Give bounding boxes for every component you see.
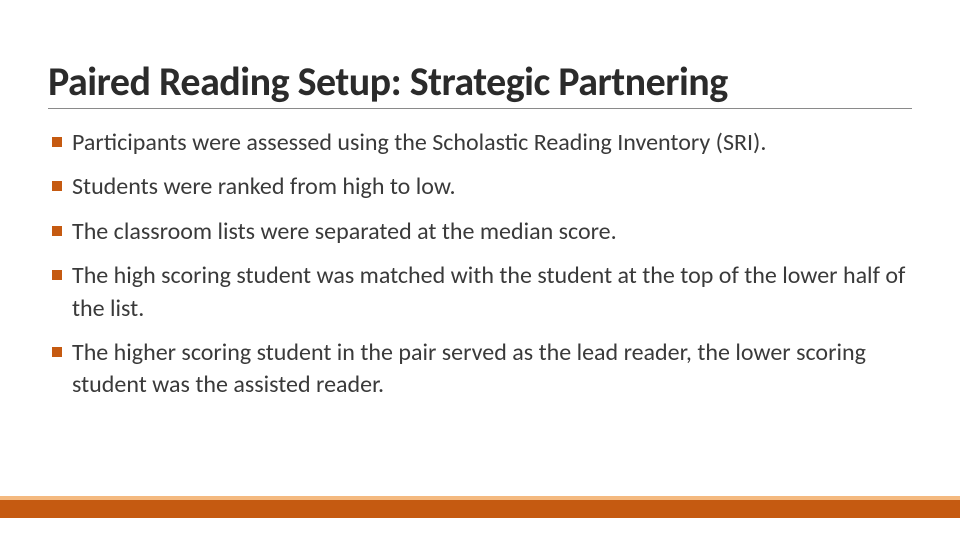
bullet-item: The higher scoring student in the pair s… bbox=[52, 337, 912, 402]
footer-stripe-main bbox=[0, 500, 960, 518]
bullet-item: The high scoring student was matched wit… bbox=[52, 260, 912, 325]
footer-accent-bar bbox=[0, 496, 960, 518]
bullet-item: The classroom lists were separated at th… bbox=[52, 216, 912, 248]
bullet-item: Students were ranked from high to low. bbox=[52, 171, 912, 203]
slide-container: Paired Reading Setup: Strategic Partneri… bbox=[0, 0, 960, 540]
slide-title: Paired Reading Setup: Strategic Partneri… bbox=[48, 60, 912, 109]
bullet-item: Participants were assessed using the Sch… bbox=[52, 127, 912, 159]
bullet-list: Participants were assessed using the Sch… bbox=[48, 127, 912, 402]
